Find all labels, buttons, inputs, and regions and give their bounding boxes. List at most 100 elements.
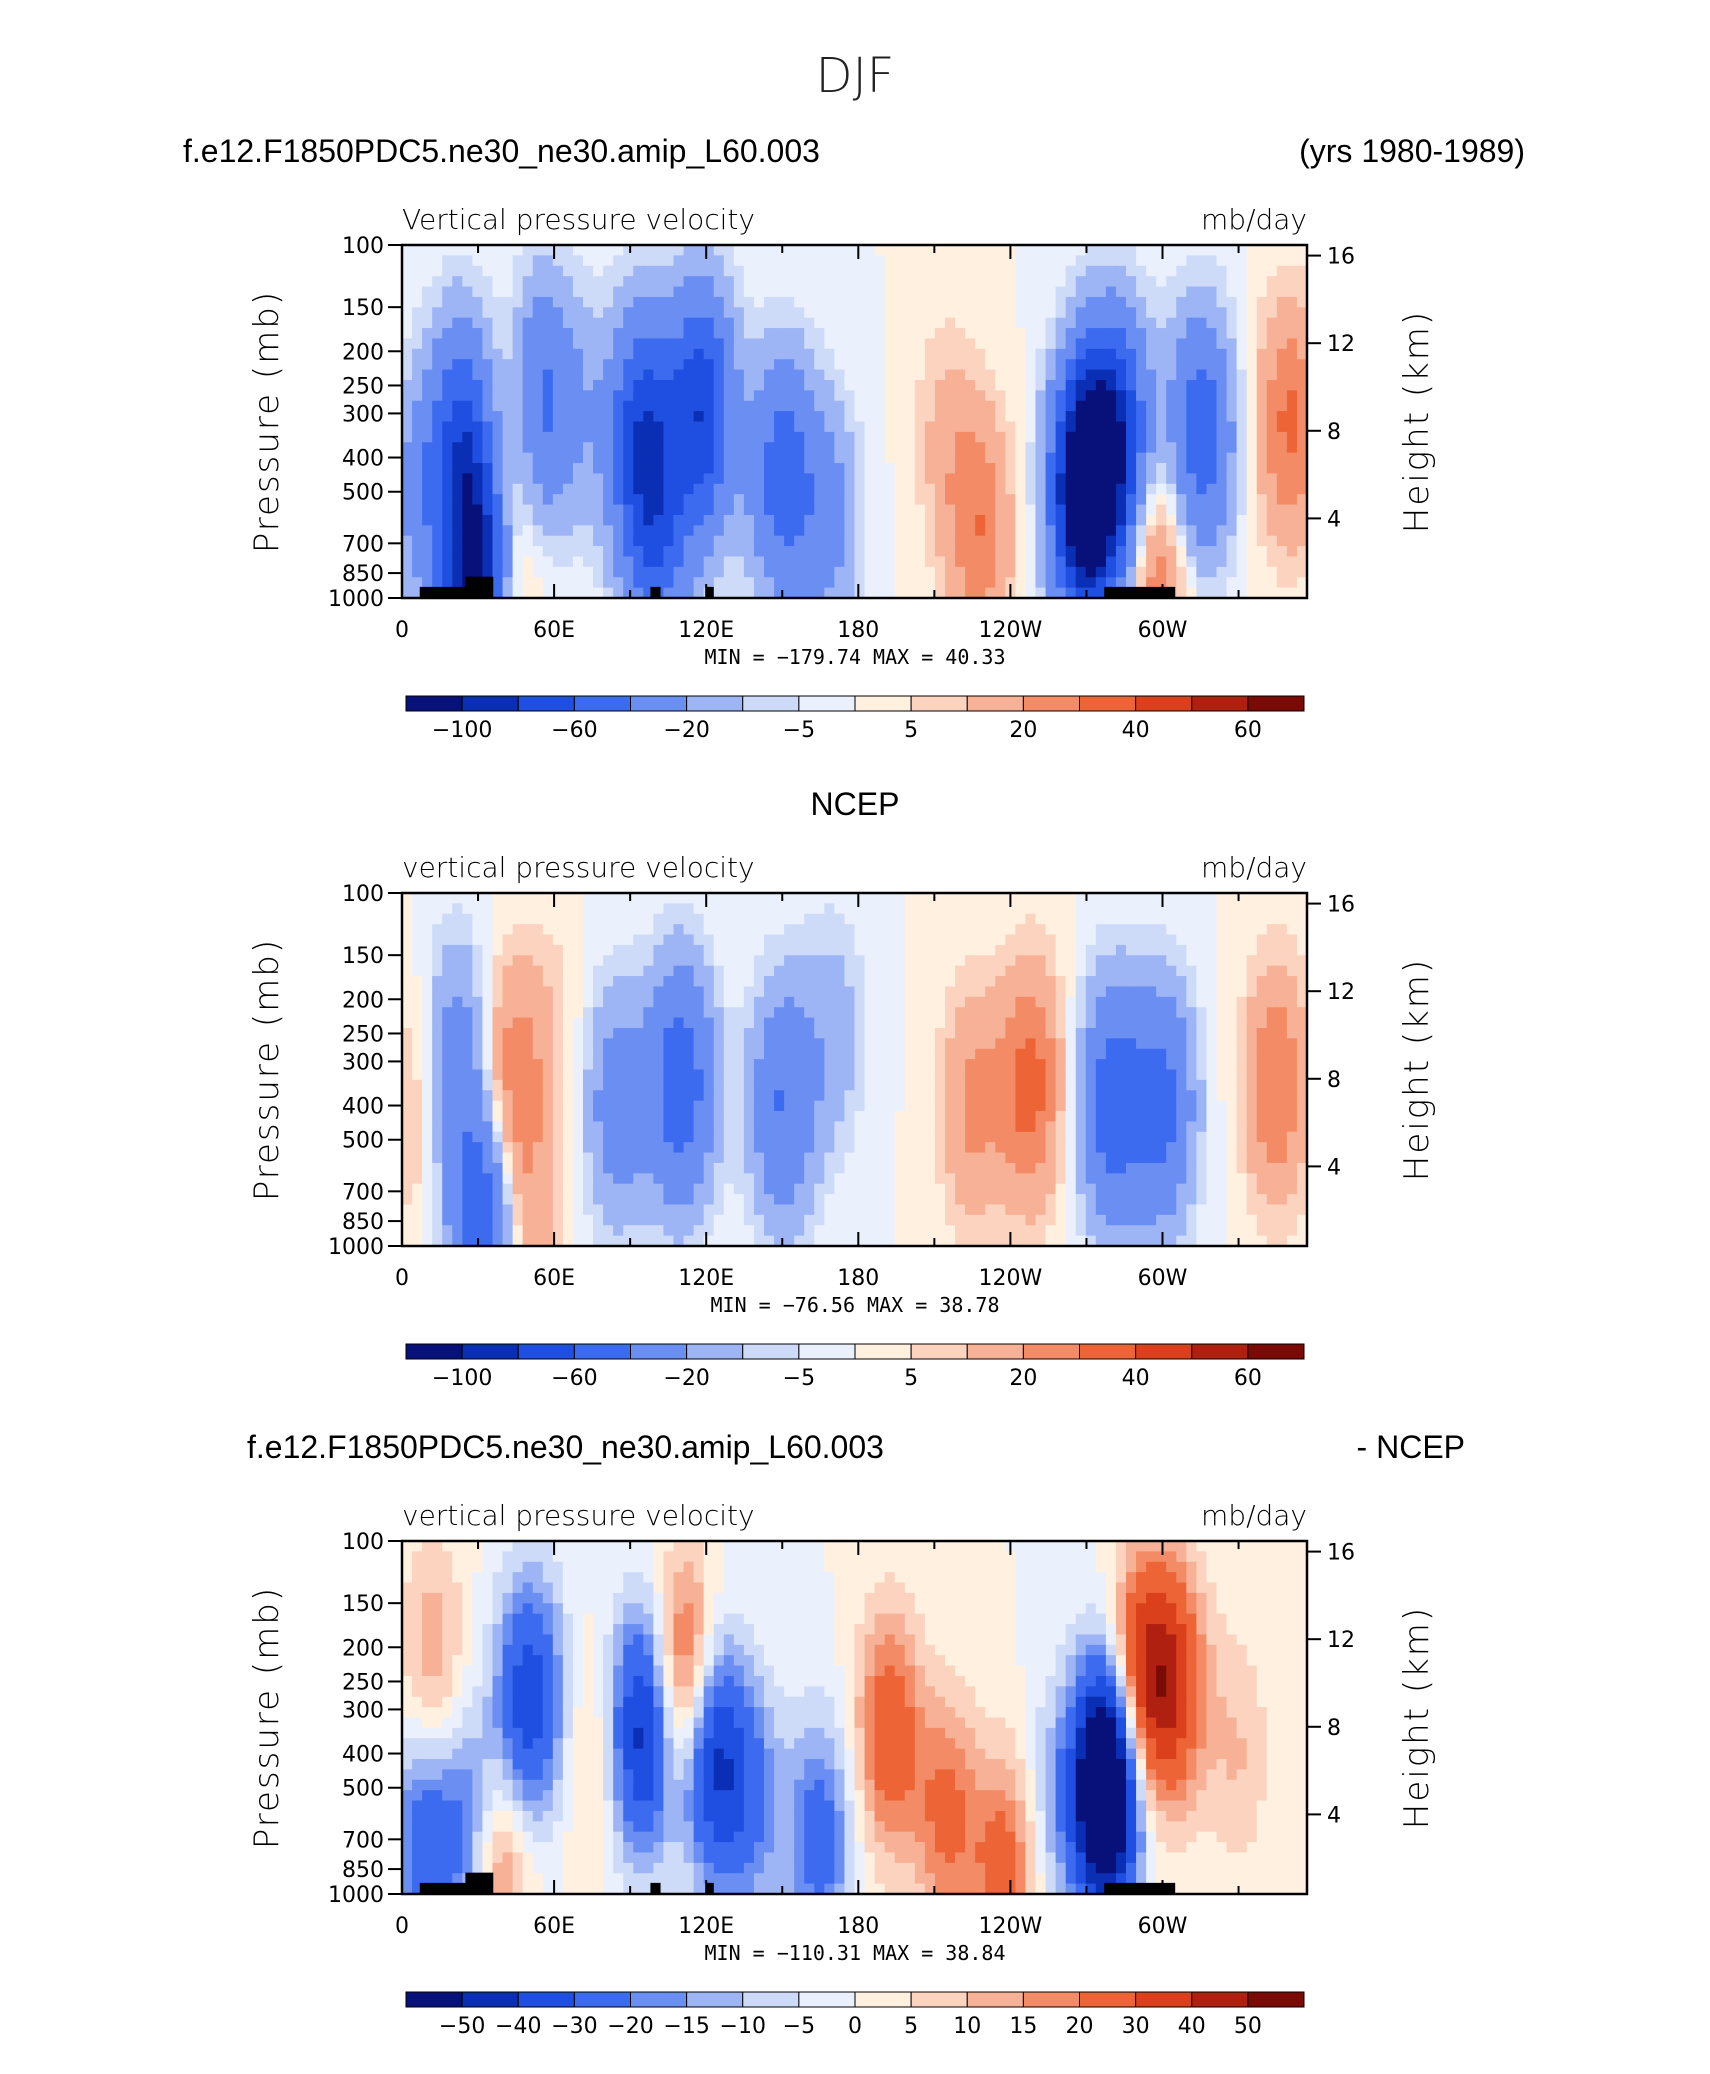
- heatmap-cell: [794, 265, 805, 277]
- heatmap-cell: [723, 587, 735, 599]
- heatmap-cell: [1126, 924, 1137, 936]
- heatmap-cell: [452, 245, 463, 256]
- heatmap-cell: [512, 348, 524, 360]
- heatmap-cell: [1226, 255, 1238, 267]
- heatmap-cell: [653, 452, 665, 464]
- heatmap-cell: [804, 317, 815, 329]
- heatmap-cell: [1085, 463, 1097, 475]
- heatmap-cell: [1005, 577, 1016, 589]
- heatmap-cell: [1256, 494, 1268, 506]
- heatmap-cell: [683, 442, 695, 454]
- heatmap-cell: [1075, 976, 1087, 988]
- heatmap-cell: [1005, 265, 1016, 277]
- heatmap-cell: [784, 944, 795, 956]
- heatmap-cell: [572, 1100, 584, 1112]
- heatmap-cell: [1196, 307, 1208, 319]
- heatmap-cell: [1216, 1059, 1228, 1071]
- heatmap-cell: [673, 265, 685, 277]
- heatmap-cell: [583, 494, 594, 506]
- heatmap-cell: [492, 1100, 504, 1112]
- heatmap-cell: [643, 452, 654, 464]
- heatmap-cell: [1085, 411, 1097, 423]
- colorbar-label: 20: [1009, 718, 1037, 743]
- heatmap-cell: [904, 944, 916, 956]
- x-tick-label: 0: [395, 618, 409, 643]
- heatmap-cell: [512, 893, 524, 904]
- heatmap-cell: [683, 255, 695, 267]
- heatmap-cell: [613, 934, 624, 946]
- heatmap-cell: [432, 986, 443, 998]
- heatmap-cell: [713, 431, 725, 443]
- heatmap-cell: [1035, 421, 1047, 433]
- heatmap-cell: [603, 1007, 614, 1019]
- heatmap-cell: [442, 431, 453, 443]
- heatmap-cell: [402, 944, 413, 956]
- heatmap-cell: [1015, 463, 1027, 475]
- heatmap-cell: [1095, 986, 1107, 998]
- heatmap-cell: [693, 369, 705, 381]
- heatmap-cell: [542, 1027, 554, 1039]
- heatmap-cell: [603, 245, 614, 256]
- heatmap-cell: [1216, 348, 1228, 360]
- heatmap-cell: [934, 452, 946, 464]
- heatmap-cell: [663, 296, 675, 308]
- heatmap-cell: [1035, 296, 1047, 308]
- heatmap-cell: [995, 1069, 1006, 1081]
- heatmap-cell: [643, 556, 654, 568]
- heatmap-cell: [784, 431, 795, 443]
- heatmap-cell: [492, 473, 504, 485]
- heatmap-cell: [1206, 944, 1218, 956]
- heatmap-cell: [442, 1090, 453, 1102]
- heatmap-cell: [422, 514, 433, 526]
- heatmap-cell: [1296, 348, 1308, 360]
- heatmap-cell: [512, 1090, 524, 1102]
- heatmap-cell: [1005, 1017, 1016, 1029]
- heatmap-cell: [1246, 483, 1258, 495]
- heatmap-cell: [1025, 965, 1037, 977]
- heatmap-cell: [733, 1048, 745, 1060]
- heatmap-cell: [784, 913, 795, 925]
- heatmap-cell: [723, 379, 735, 391]
- heatmap-cell: [623, 924, 634, 936]
- heatmap-cell: [743, 1069, 755, 1081]
- heatmap-cell: [955, 400, 966, 412]
- heatmap-cell: [955, 1069, 966, 1081]
- heatmap-cell: [542, 1059, 554, 1071]
- heatmap-cell: [412, 1059, 423, 1071]
- heatmap-cell: [985, 245, 996, 256]
- heatmap-cell: [1296, 566, 1308, 578]
- heatmap-cell: [995, 1038, 1006, 1050]
- heatmap-cell: [683, 276, 695, 288]
- heatmap-cell: [492, 556, 504, 568]
- heatmap-cell: [1085, 296, 1097, 308]
- heatmap-cell: [1246, 1027, 1258, 1039]
- heatmap-cell: [1105, 348, 1117, 360]
- heatmap-cell: [1025, 1048, 1037, 1060]
- heatmap-cell: [864, 307, 876, 319]
- heatmap-cell: [1286, 1059, 1298, 1071]
- heatmap-cell: [814, 535, 825, 547]
- heatmap-cell: [1015, 483, 1027, 495]
- heatmap-cell: [603, 944, 614, 956]
- heatmap-cell: [1055, 390, 1067, 402]
- heatmap-cell: [1176, 338, 1187, 350]
- heatmap-cell: [804, 924, 815, 936]
- heatmap-cell: [1206, 924, 1218, 936]
- heatmap-cell: [1105, 514, 1117, 526]
- heatmap-cell: [774, 296, 785, 308]
- heatmap-cell: [794, 307, 805, 319]
- heatmap-cell: [784, 421, 795, 433]
- heatmap-cell: [703, 359, 715, 371]
- heatmap-cell: [572, 255, 584, 267]
- heatmap-cell: [1176, 1048, 1187, 1060]
- heatmap-cell: [864, 955, 876, 967]
- heatmap-cell: [683, 421, 695, 433]
- heatmap-cell: [955, 955, 966, 967]
- heatmap-cell: [1256, 996, 1268, 1008]
- heatmap-cell: [1256, 421, 1268, 433]
- heatmap-cell: [1035, 1007, 1047, 1019]
- heatmap-cell: [472, 307, 484, 319]
- heatmap-cell: [1055, 1059, 1067, 1071]
- heatmap-cell: [583, 286, 594, 298]
- heatmap-cell: [804, 307, 815, 319]
